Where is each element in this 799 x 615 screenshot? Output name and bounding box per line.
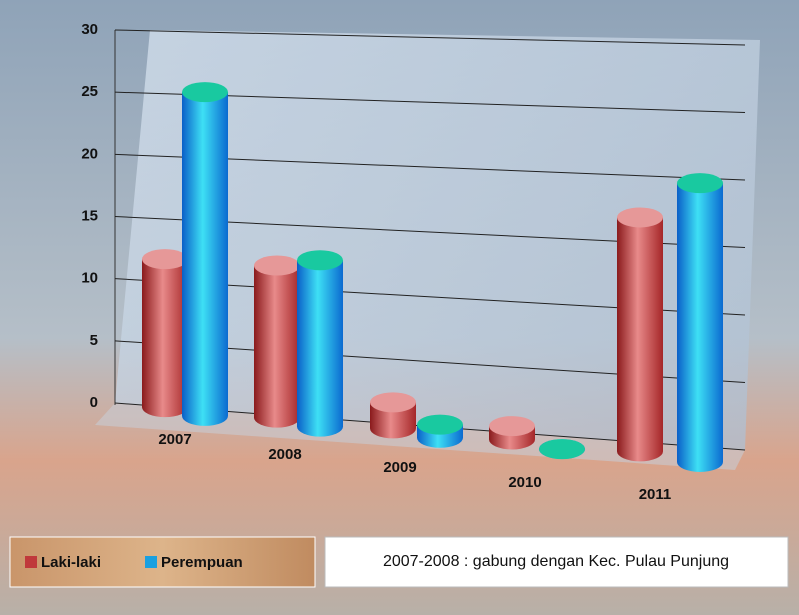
bar-top <box>417 414 463 435</box>
y-tick-label: 5 <box>90 332 98 349</box>
y-tick-label: 15 <box>81 207 98 224</box>
x-tick-label: 2011 <box>639 486 672 503</box>
y-tick-label: 0 <box>90 394 98 411</box>
bar <box>677 173 723 472</box>
bar <box>489 416 535 450</box>
y-tick-label: 10 <box>81 270 98 287</box>
bar-side <box>677 183 723 462</box>
bar <box>370 392 416 439</box>
bar-top <box>297 250 343 271</box>
bar-top <box>617 207 663 228</box>
y-tick-label: 25 <box>81 83 98 100</box>
legend <box>9 536 316 588</box>
x-tick-label: 2007 <box>158 431 191 448</box>
legend-label: Perempuan <box>161 554 243 571</box>
bar <box>142 249 188 418</box>
legend-swatch <box>25 556 37 568</box>
bar-top <box>370 392 416 413</box>
x-tick-label: 2008 <box>268 446 301 463</box>
bar-side <box>617 217 663 452</box>
bar <box>182 82 228 426</box>
legend-swatch <box>145 556 157 568</box>
x-tick-label: 2009 <box>383 459 416 476</box>
bar-top <box>182 82 228 103</box>
bar <box>617 207 663 462</box>
bar-side <box>297 260 343 427</box>
x-tick-label: 2010 <box>508 474 541 491</box>
bar <box>254 255 300 428</box>
bar-top <box>677 173 723 194</box>
legend-label: Laki-laki <box>41 554 101 571</box>
bar <box>539 439 585 460</box>
bar <box>417 414 463 448</box>
annotation-box <box>324 536 789 588</box>
bar-top <box>254 255 300 276</box>
annotation: 2007-2008 : gabung dengan Kec. Pulau Pun… <box>383 553 729 570</box>
bar-top <box>142 249 188 270</box>
y-tick-label: 20 <box>81 145 98 162</box>
bar-top <box>539 439 585 460</box>
bar-side <box>254 265 300 418</box>
grid-line <box>114 29 746 46</box>
bar <box>297 250 343 437</box>
bar-top <box>489 416 535 437</box>
bar-side <box>142 259 188 408</box>
bar-side <box>182 92 228 416</box>
y-tick-label: 30 <box>81 21 98 38</box>
